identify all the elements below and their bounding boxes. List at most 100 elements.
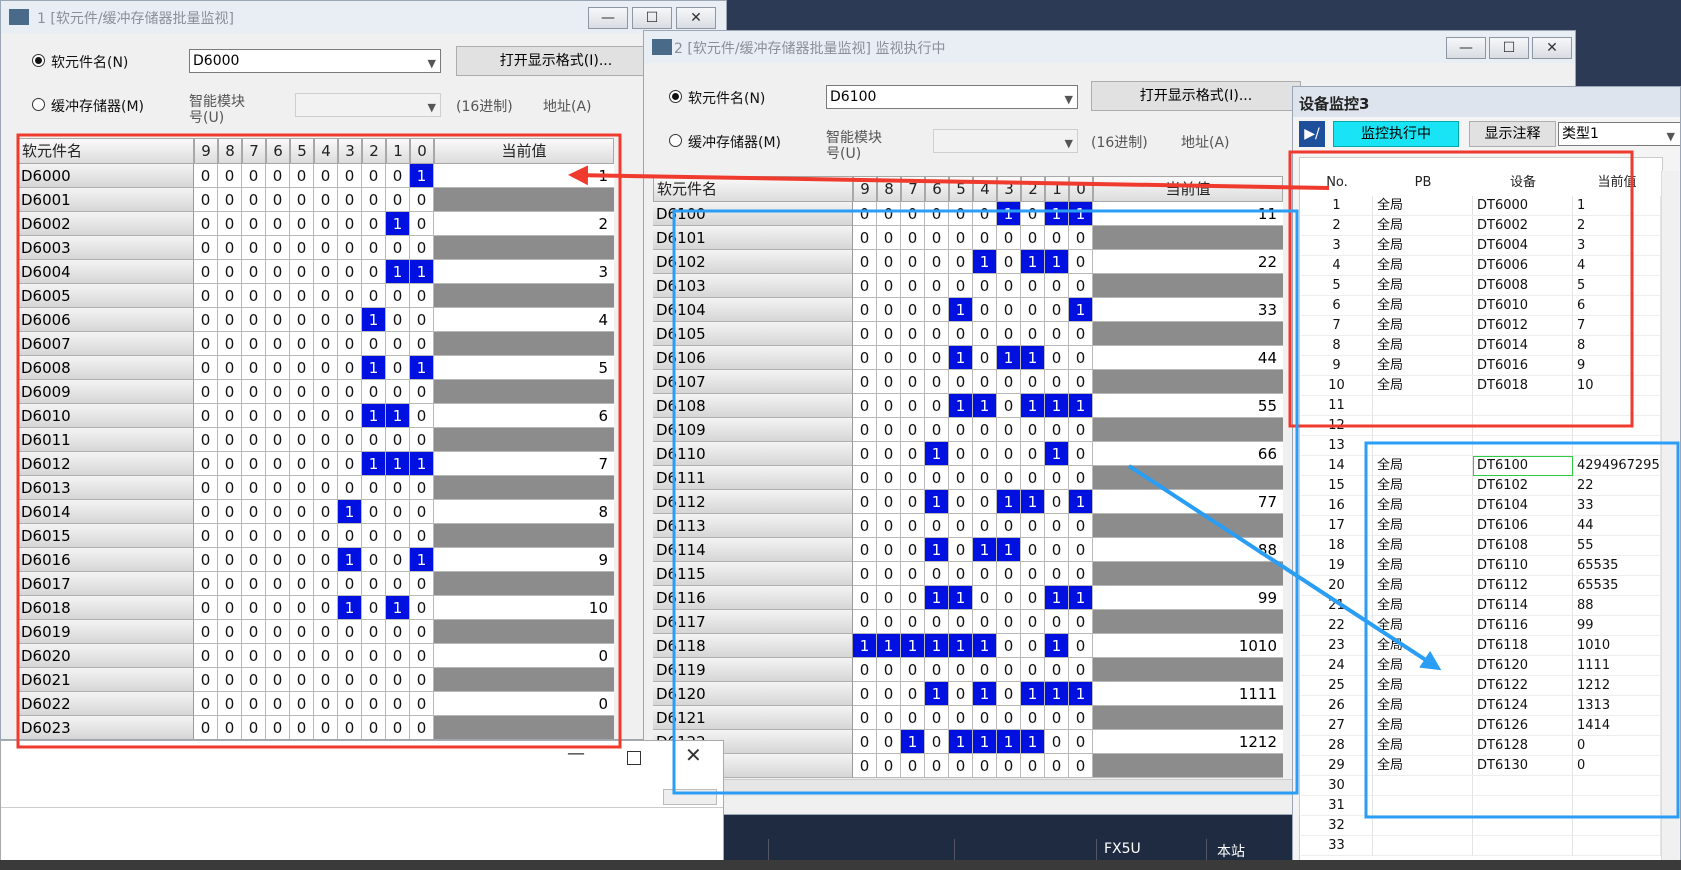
bit-cell: 0 xyxy=(1021,562,1045,586)
device-name: D6011 xyxy=(18,428,194,452)
bit-cell: 0 xyxy=(949,370,973,394)
maximize-button[interactable]: ☐ xyxy=(1489,37,1529,59)
column-header: 9 xyxy=(194,138,218,164)
bit-cell: 0 xyxy=(410,524,434,548)
current-value xyxy=(1093,706,1283,730)
close-button[interactable]: ✕ xyxy=(1532,37,1572,59)
bit-cell: 0 xyxy=(218,284,242,308)
device-radio[interactable] xyxy=(32,54,45,67)
minimize-button[interactable]: — xyxy=(1446,37,1486,59)
monitor-value: 6 xyxy=(1573,296,1661,316)
bit-cell: 0 xyxy=(1069,634,1093,658)
device-radio[interactable] xyxy=(669,90,682,103)
monitor-device: DT6014 xyxy=(1473,336,1573,356)
bit-cell: 0 xyxy=(386,308,410,332)
buffer-radio[interactable] xyxy=(32,98,45,111)
close-button[interactable]: ✕ xyxy=(676,7,716,29)
bit-cell: 0 xyxy=(853,274,877,298)
bit-cell: 0 xyxy=(386,572,410,596)
monitor-no: 19 xyxy=(1301,556,1373,576)
current-value: 77 xyxy=(1093,490,1283,514)
bit-cell: 0 xyxy=(314,356,338,380)
bit-cell: 0 xyxy=(877,346,901,370)
monitor-toggle[interactable]: ▶/ xyxy=(1299,121,1325,147)
bit-cell: 0 xyxy=(1021,586,1045,610)
buffer-radio[interactable] xyxy=(669,134,682,147)
bit-cell: 0 xyxy=(338,692,362,716)
current-value: 4 xyxy=(434,308,614,332)
bit-cell: 0 xyxy=(877,202,901,226)
bit-cell: 0 xyxy=(1021,370,1045,394)
vertical-scrollbar[interactable] xyxy=(1661,171,1679,869)
bit-cell: 0 xyxy=(949,754,973,778)
maximize-button[interactable] xyxy=(627,751,641,765)
bit-cell: 0 xyxy=(218,260,242,284)
monitor-no: 7 xyxy=(1301,316,1373,336)
bit-cell: 0 xyxy=(386,164,410,188)
bit-cell: 0 xyxy=(901,322,925,346)
format-button[interactable]: 打开显示格式(I)... xyxy=(456,46,656,76)
bit-cell: 0 xyxy=(338,260,362,284)
monitor-pb: 全局 xyxy=(1373,316,1473,336)
monitor-no: 31 xyxy=(1301,796,1373,816)
bit-cell: 0 xyxy=(1021,610,1045,634)
bit-cell: 0 xyxy=(973,202,997,226)
monitor-device xyxy=(1473,816,1573,836)
bit-cell: 0 xyxy=(410,620,434,644)
column-header: 3 xyxy=(338,138,362,164)
bit-cell: 0 xyxy=(949,658,973,682)
bit-cell: 1 xyxy=(973,394,997,418)
bit-cell: 0 xyxy=(949,202,973,226)
monitor-device: DT6128 xyxy=(1473,736,1573,756)
bit-cell: 0 xyxy=(266,524,290,548)
bit-cell: 0 xyxy=(242,428,266,452)
type-select[interactable]: 类型1 ▼ xyxy=(1558,122,1680,146)
device-input[interactable]: D6000 ▼ xyxy=(189,49,441,73)
bit-cell: 0 xyxy=(901,394,925,418)
bit-cell: 0 xyxy=(949,274,973,298)
comment-button[interactable]: 显示注释 xyxy=(1469,121,1556,147)
bit-cell: 0 xyxy=(925,202,949,226)
current-value: 0 xyxy=(434,692,614,716)
monitor-pb: 全局 xyxy=(1373,536,1473,556)
bit-cell: 0 xyxy=(362,284,386,308)
bit-cell: 0 xyxy=(925,298,949,322)
bit-cell: 0 xyxy=(194,284,218,308)
bit-cell: 0 xyxy=(218,644,242,668)
minimize-button[interactable]: — xyxy=(588,7,628,29)
bit-cell: 0 xyxy=(973,322,997,346)
bit-cell: 0 xyxy=(973,754,997,778)
bit-cell: 0 xyxy=(218,524,242,548)
bit-cell: 0 xyxy=(853,490,877,514)
bit-cell: 0 xyxy=(338,572,362,596)
bit-cell: 0 xyxy=(290,572,314,596)
bit-cell: 0 xyxy=(1045,562,1069,586)
device-name: D6119 xyxy=(653,658,853,682)
bit-cell: 0 xyxy=(290,404,314,428)
bit-cell: 0 xyxy=(853,682,877,706)
hex-label: (16进制) xyxy=(1091,135,1148,151)
bit-cell: 0 xyxy=(853,730,877,754)
format-button[interactable]: 打开显示格式(I)... xyxy=(1091,81,1301,111)
bit-cell: 1 xyxy=(1045,682,1069,706)
monitor-no: 23 xyxy=(1301,636,1373,656)
monitor-no: 24 xyxy=(1301,656,1373,676)
monitor-no: 20 xyxy=(1301,576,1373,596)
current-value xyxy=(1093,418,1283,442)
monitor-no: 21 xyxy=(1301,596,1373,616)
bit-cell: 0 xyxy=(997,514,1021,538)
bit-cell: 0 xyxy=(266,692,290,716)
maximize-button[interactable]: ☐ xyxy=(632,7,672,29)
close-button[interactable]: ✕ xyxy=(685,743,702,767)
bit-cell: 0 xyxy=(314,332,338,356)
bit-cell: 0 xyxy=(314,692,338,716)
monitor-no: 8 xyxy=(1301,336,1373,356)
bit-cell: 0 xyxy=(290,452,314,476)
device-input[interactable]: D6100 ▼ xyxy=(826,85,1078,109)
bit-cell: 1 xyxy=(410,260,434,284)
bit-cell: 0 xyxy=(290,308,314,332)
device-name: D6104 xyxy=(653,298,853,322)
bit-cell: 0 xyxy=(901,370,925,394)
bit-cell: 1 xyxy=(1021,394,1045,418)
monitor-device xyxy=(1473,436,1573,456)
